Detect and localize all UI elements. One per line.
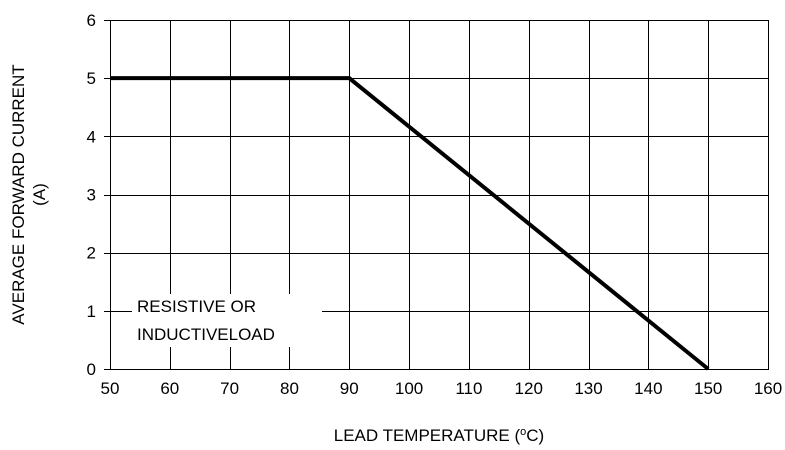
y-tick-label-1: 1 <box>87 302 96 321</box>
x-tick-label-70: 70 <box>220 379 239 398</box>
x-tick-label-100: 100 <box>395 379 423 398</box>
x-axis-title-suffix: C) <box>526 426 544 445</box>
x-tick-label-60: 60 <box>160 379 179 398</box>
series-layer <box>110 76 710 371</box>
y-tick-label-6: 6 <box>87 11 96 30</box>
x-axis-title: LEAD TEMPERATURE (oC) <box>334 426 544 445</box>
x-tick-label-50: 50 <box>101 379 120 398</box>
y-axis-title-line-1: AVERAGE FORWARD CURRENT <box>9 64 28 324</box>
y-tick-labels: 0 1 2 3 4 5 6 <box>87 11 96 379</box>
x-axis-title-sup: o <box>520 426 526 438</box>
y-tick-label-0: 0 <box>87 360 96 379</box>
x-tick-label-130: 130 <box>574 379 602 398</box>
x-tick-label-140: 140 <box>634 379 662 398</box>
x-axis-title-prefix: LEAD TEMPERATURE ( <box>334 426 521 445</box>
annotation-line-2: INDUCTIVELOAD <box>137 325 275 344</box>
y-tick-label-5: 5 <box>87 69 96 88</box>
x-tick-labels: 50 60 70 80 90 100 110 120 130 140 150 160 <box>101 379 783 398</box>
x-tick-label-80: 80 <box>280 379 299 398</box>
plot-frame <box>109 19 770 371</box>
x-tick-label-120: 120 <box>515 379 543 398</box>
y-axis-title-line-2: (A) <box>30 183 49 206</box>
y-tick-label-4: 4 <box>87 127 96 146</box>
x-tick-label-160: 160 <box>754 379 782 398</box>
series-line-1 <box>110 76 710 371</box>
x-tick-label-90: 90 <box>340 379 359 398</box>
annotation-background <box>132 294 322 347</box>
y-tick-label-3: 3 <box>87 186 96 205</box>
annotation-line-1: RESISTIVE OR <box>137 297 256 316</box>
y-tick-label-2: 2 <box>87 244 96 263</box>
x-tick-label-150: 150 <box>694 379 722 398</box>
x-tick-label-110: 110 <box>455 379 482 398</box>
